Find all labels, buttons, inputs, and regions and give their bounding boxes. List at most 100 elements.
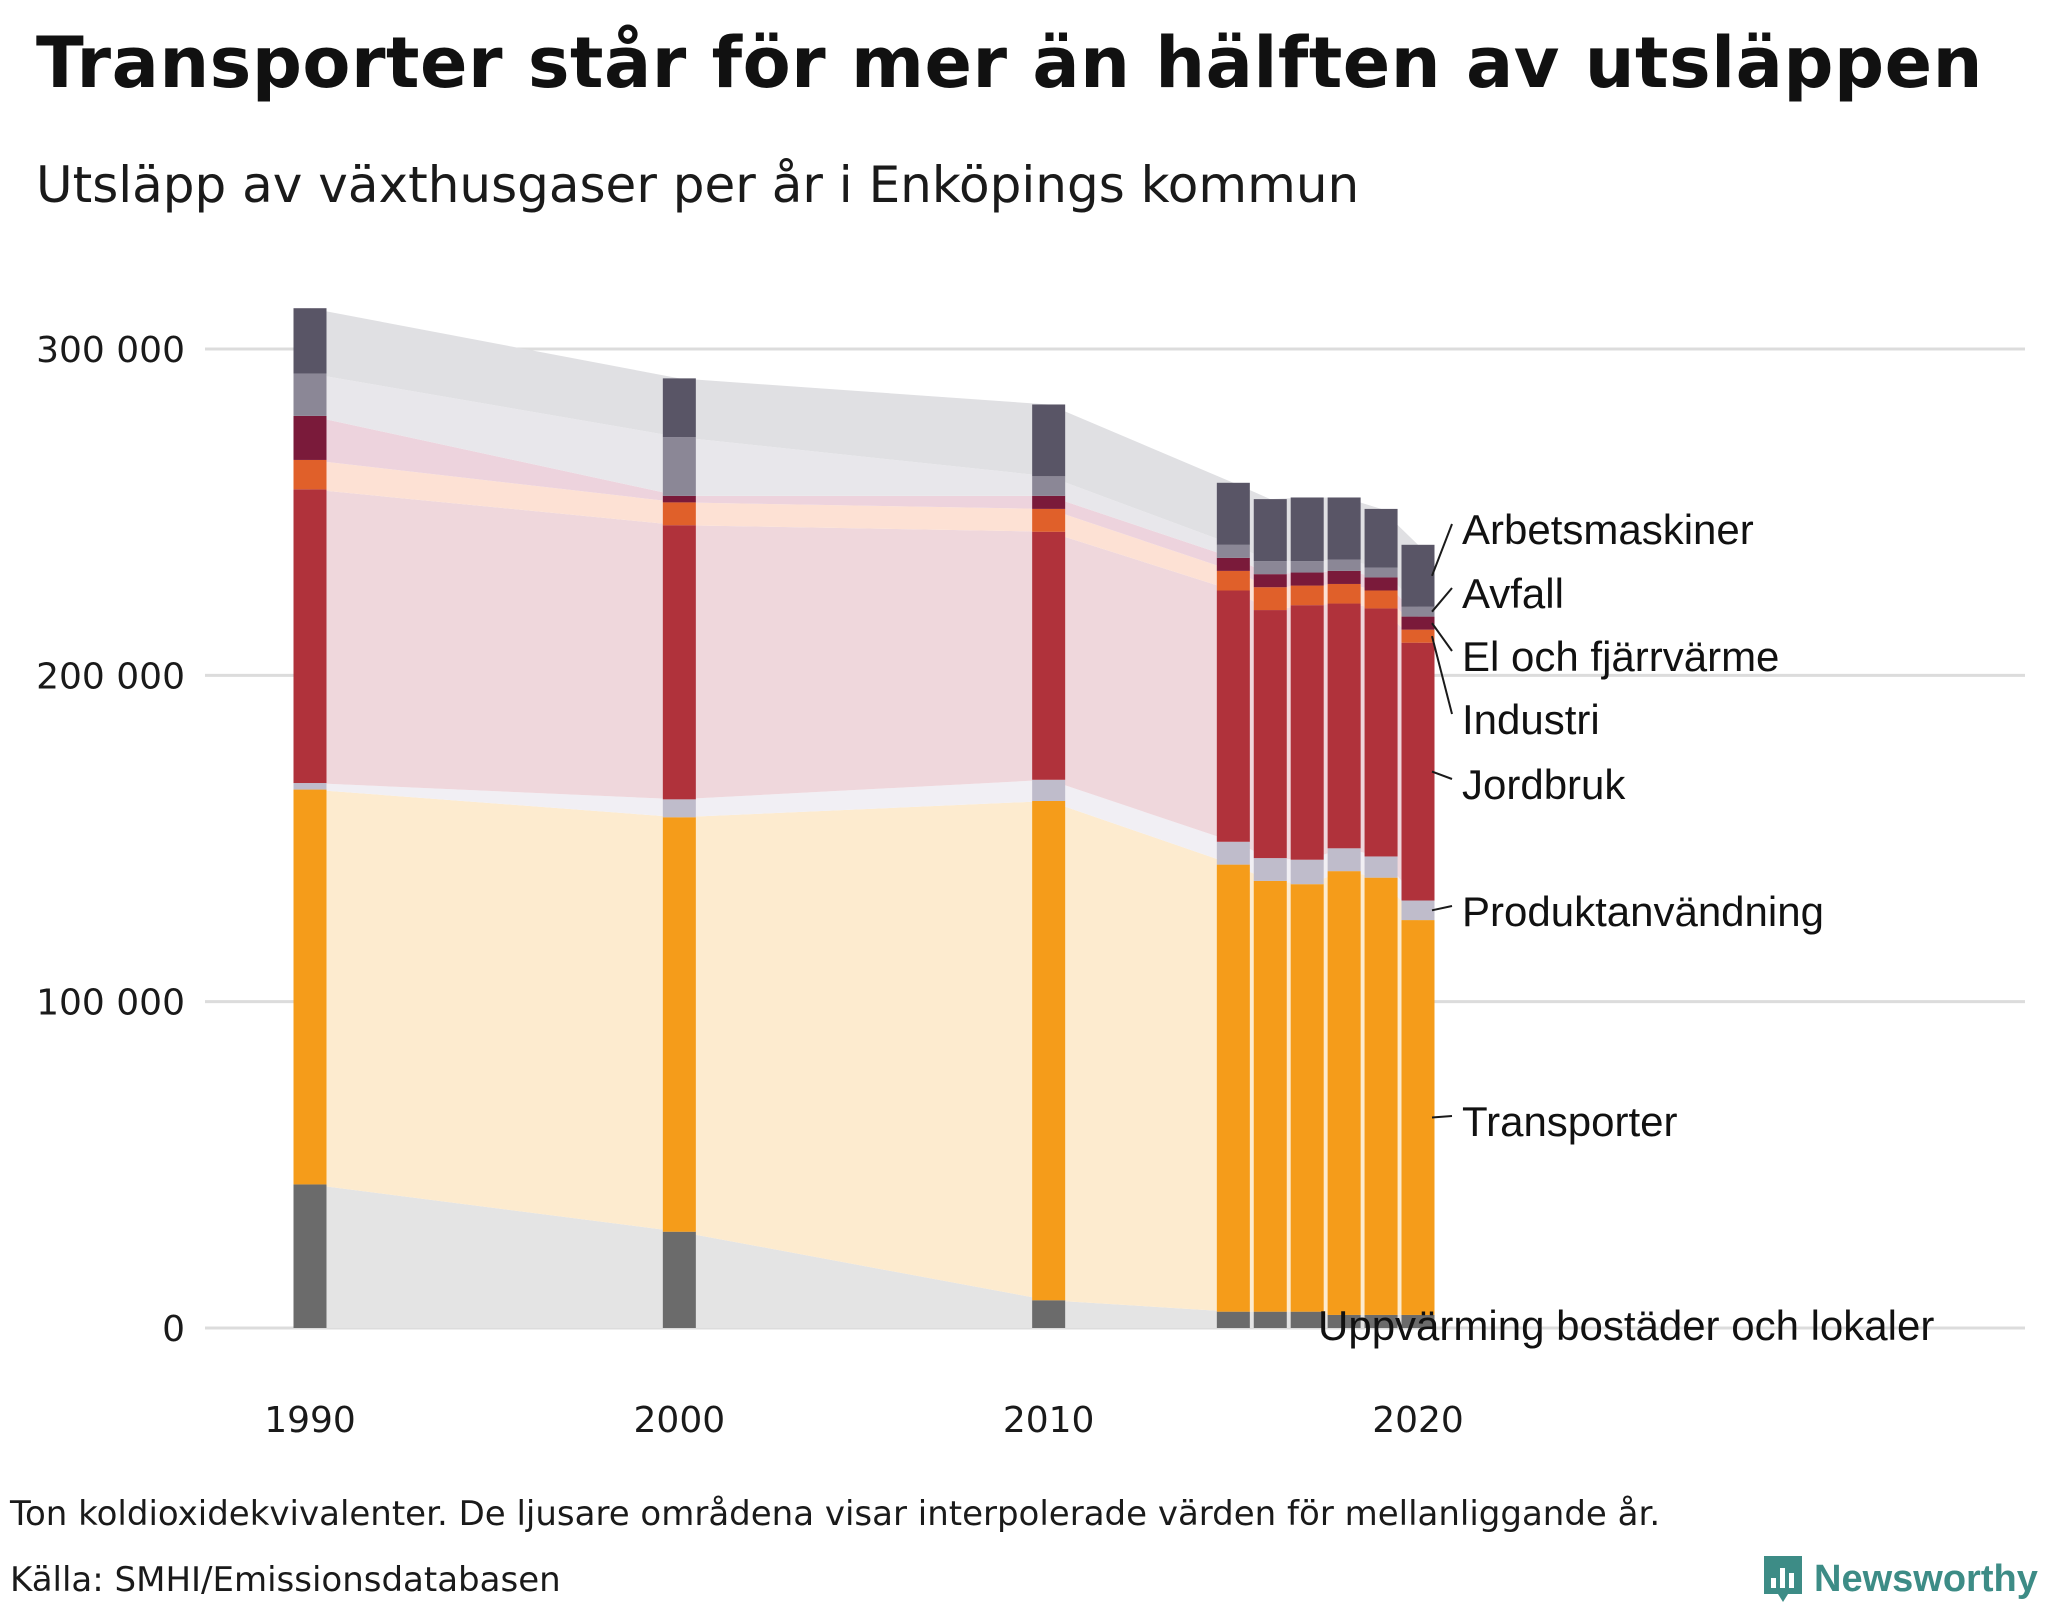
bar-segment bbox=[1401, 920, 1435, 1315]
bar-segment bbox=[1253, 1311, 1287, 1328]
bar-segment bbox=[293, 415, 327, 460]
bar-segment bbox=[1032, 779, 1066, 801]
area-band bbox=[310, 489, 1418, 901]
bar-segment bbox=[1032, 495, 1066, 509]
bar-segment bbox=[1327, 559, 1361, 571]
bar-segment bbox=[1327, 871, 1361, 1315]
bar-segment bbox=[1327, 583, 1361, 604]
bar-segment bbox=[1364, 1314, 1398, 1328]
series-label: Arbetsmaskiner bbox=[1462, 506, 1754, 553]
bar-segment bbox=[1216, 590, 1250, 842]
bar-segment bbox=[1032, 404, 1066, 477]
bar-segment bbox=[1290, 605, 1324, 860]
bar-segment bbox=[1032, 476, 1066, 496]
leader-line bbox=[1431, 1115, 1453, 1119]
series-label: Transporter bbox=[1462, 1098, 1678, 1145]
bar-segment bbox=[1401, 900, 1435, 921]
bar-segment bbox=[1364, 877, 1398, 1315]
bar-segment bbox=[1364, 567, 1398, 578]
bar-segment bbox=[1290, 585, 1324, 606]
area-band bbox=[310, 789, 1418, 1315]
bar-segment bbox=[1401, 1314, 1435, 1328]
bar-segment bbox=[662, 495, 696, 503]
bar-segment bbox=[1327, 570, 1361, 584]
bar-segment bbox=[1032, 508, 1066, 532]
y-tick-label: 200 000 bbox=[36, 656, 185, 697]
y-tick-label: 100 000 bbox=[36, 983, 185, 1024]
bar-segment bbox=[662, 378, 696, 438]
bar-segment bbox=[1290, 497, 1324, 562]
series-label: Industri bbox=[1462, 696, 1600, 743]
bar-segment bbox=[1253, 499, 1287, 562]
leader-line bbox=[1431, 523, 1453, 577]
bar-segment bbox=[1216, 544, 1250, 558]
series-label: Avfall bbox=[1462, 570, 1564, 617]
leader-line bbox=[1431, 587, 1453, 613]
bar-segment bbox=[1290, 572, 1324, 586]
bar-segment bbox=[1364, 590, 1398, 609]
bar-segment bbox=[1032, 1300, 1066, 1328]
bar-segment bbox=[1253, 610, 1287, 859]
y-axis: 0 100 000 200 000 300 000 bbox=[36, 330, 185, 1350]
source-text: Källa: SMHI/Emissionsdatabasen bbox=[10, 1560, 561, 1600]
series-label: Uppvärming bostäder och lokaler bbox=[1318, 1302, 1934, 1349]
bar-chart-icon bbox=[1764, 1556, 1802, 1602]
x-tick-label: 2010 bbox=[1003, 1400, 1095, 1441]
bar-segment bbox=[662, 502, 696, 526]
bar-segment bbox=[293, 489, 327, 784]
bar-segment bbox=[293, 459, 327, 490]
area-band bbox=[310, 308, 1418, 607]
chart-title: Transporter står för mer än hälften av u… bbox=[36, 22, 1983, 104]
bar-segment bbox=[1401, 642, 1435, 901]
bar-segment bbox=[1253, 574, 1287, 588]
bar-segment bbox=[1327, 603, 1361, 849]
bar-segment bbox=[293, 308, 327, 374]
bar-segment bbox=[1253, 561, 1287, 575]
x-tick-label: 2000 bbox=[634, 1400, 726, 1441]
area-band bbox=[310, 1184, 1418, 1328]
bar-segment bbox=[293, 373, 327, 416]
bar-segment bbox=[662, 1231, 696, 1328]
bar-segment bbox=[1327, 848, 1361, 872]
brand-name: Newsworthy bbox=[1814, 1557, 2038, 1600]
area-band bbox=[310, 779, 1418, 921]
bar-segment bbox=[1290, 1311, 1324, 1328]
bar-segment bbox=[293, 789, 327, 1185]
bar-segment bbox=[1364, 577, 1398, 591]
x-tick-label: 1990 bbox=[264, 1400, 356, 1441]
bar-segment bbox=[1327, 1314, 1361, 1328]
bar-segment bbox=[1253, 880, 1287, 1312]
area-band bbox=[310, 460, 1418, 643]
bar-segment bbox=[662, 817, 696, 1232]
bar-segment bbox=[1216, 841, 1250, 865]
bar-segment bbox=[1401, 544, 1435, 607]
bar-segment bbox=[1364, 856, 1398, 878]
bar-segment bbox=[1401, 606, 1435, 617]
series-labels: Uppvärming bostäder och lokaler Transport… bbox=[1318, 506, 1934, 1349]
bar-segment bbox=[1032, 531, 1066, 780]
leader-line bbox=[1431, 905, 1453, 912]
bar-segment bbox=[662, 437, 696, 496]
bar-segment bbox=[1327, 497, 1361, 560]
interpolated-areas bbox=[310, 308, 1418, 1328]
leader-line bbox=[1431, 635, 1453, 715]
bar-segment bbox=[1216, 864, 1250, 1312]
bar-segment bbox=[1290, 884, 1324, 1312]
series-label: Produktanvändning bbox=[1462, 888, 1824, 935]
bar-segment bbox=[662, 525, 696, 800]
newsworthy-logo: Newsworthy bbox=[1762, 1554, 2038, 1604]
x-tick-label: 2020 bbox=[1372, 1400, 1464, 1441]
bar-segment bbox=[1364, 608, 1398, 857]
leader-line bbox=[1431, 622, 1453, 652]
y-tick-label: 0 bbox=[162, 1309, 185, 1350]
bar-segment bbox=[293, 783, 327, 790]
series-label: El och fjärrvärme bbox=[1462, 633, 1779, 680]
area-band bbox=[310, 373, 1418, 617]
bar-segment bbox=[1290, 859, 1324, 885]
bar-segment bbox=[1401, 616, 1435, 630]
bar-segment bbox=[293, 1184, 327, 1328]
y-tick-label: 300 000 bbox=[36, 330, 185, 371]
bar-segment bbox=[1364, 508, 1398, 568]
bar-segment bbox=[1253, 587, 1287, 611]
